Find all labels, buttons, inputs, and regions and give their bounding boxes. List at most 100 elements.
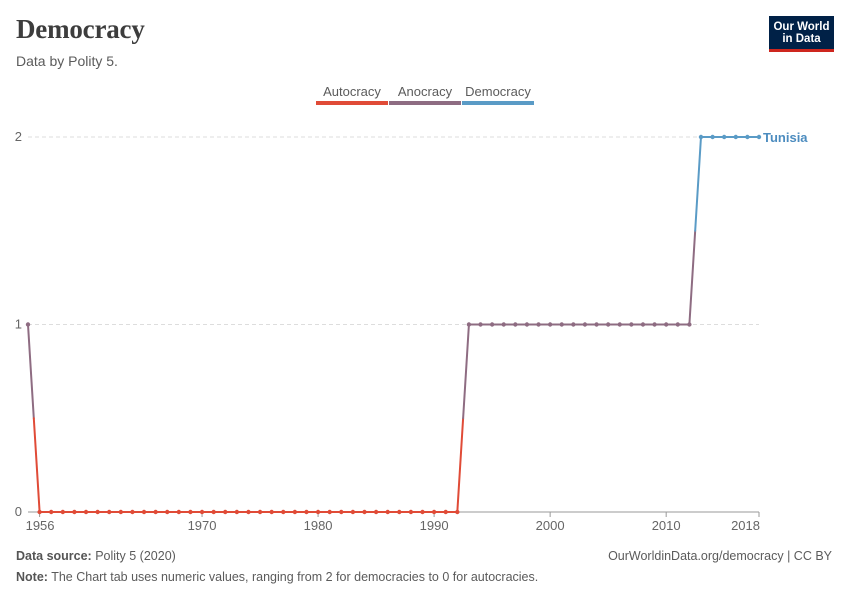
data-point-1988[interactable] (408, 509, 414, 515)
x-tick-2000: 2000 (536, 518, 565, 533)
data-source-label: Data source: (16, 549, 92, 563)
grid-lines (28, 136, 759, 325)
data-point-1963[interactable] (118, 509, 124, 515)
data-point-1975[interactable] (257, 509, 263, 515)
data-point-1996[interactable] (501, 322, 506, 327)
data-point-1956[interactable] (37, 509, 42, 515)
data-point-1976[interactable] (269, 509, 274, 515)
data-point-1973[interactable] (234, 509, 240, 515)
data-point-1984[interactable] (362, 509, 367, 515)
x-tick-2010: 2010 (652, 518, 681, 533)
data-point-1969[interactable] (188, 509, 193, 515)
data-point-2008[interactable] (640, 322, 646, 327)
note-text: The Chart tab uses numeric values, rangi… (51, 570, 539, 584)
data-point-1957[interactable] (49, 509, 54, 515)
data-point-2002[interactable] (571, 322, 576, 327)
y-axis: 0 1 2 (15, 129, 22, 519)
chart-note: Note: The Chart tab uses numeric values,… (16, 570, 538, 584)
data-point-1997[interactable] (513, 322, 518, 327)
data-point-1985[interactable] (373, 509, 379, 515)
data-point-2016[interactable] (733, 134, 738, 140)
data-point-1986[interactable] (385, 509, 390, 515)
data-point-2015[interactable] (721, 134, 727, 140)
legend-swatch-anocracy[interactable] (389, 101, 461, 105)
data-point-1993[interactable] (466, 322, 472, 327)
y-tick-1: 1 (15, 317, 22, 332)
data-point-1958[interactable] (60, 509, 66, 515)
data-point-1989[interactable] (420, 509, 425, 515)
series-segment (27, 323, 35, 420)
y-tick-2: 2 (15, 129, 22, 144)
data-point-2013[interactable] (698, 134, 704, 140)
data-point-2003[interactable] (582, 322, 588, 327)
data-point-1987[interactable] (397, 509, 402, 515)
logo-line-2: in Data (782, 33, 821, 45)
data-point-1955[interactable] (25, 322, 31, 327)
legend-label-autocracy[interactable]: Autocracy (323, 84, 381, 99)
legend-label-democracy[interactable]: Democracy (465, 84, 531, 99)
data-point-2014[interactable] (710, 134, 715, 140)
data-point-1999[interactable] (536, 322, 541, 327)
legend-swatch-autocracy[interactable] (316, 101, 388, 105)
x-axis: 1956 1970 1980 1990 2000 2010 2018 (26, 511, 760, 533)
data-point-1990[interactable] (431, 509, 437, 515)
data-point-2001[interactable] (559, 322, 564, 327)
data-point-1971[interactable] (211, 509, 216, 515)
series-segment (694, 136, 702, 232)
data-point-1992[interactable] (455, 509, 460, 515)
legend[interactable]: Autocracy Anocracy Democracy (316, 84, 534, 105)
legend-label-anocracy[interactable]: Anocracy (398, 84, 453, 99)
data-point-2005[interactable] (605, 322, 611, 327)
note-label: Note: (16, 570, 48, 584)
chart: Autocracy Anocracy Democracy 012 1956 1970 1… (15, 84, 809, 533)
data-point-1980[interactable] (315, 509, 321, 515)
data-point-2006[interactable] (617, 322, 622, 327)
data-point-1967[interactable] (165, 509, 170, 515)
data-point-1966[interactable] (153, 509, 158, 515)
data-point-1964[interactable] (130, 509, 135, 515)
data-point-2011[interactable] (675, 322, 680, 327)
x-tick-2018: 2018 (731, 518, 760, 533)
series-segment (456, 417, 465, 513)
series-segment (32, 417, 41, 513)
data-point-1965[interactable] (141, 509, 147, 515)
data-point-1981[interactable] (327, 509, 332, 515)
data-point-1982[interactable] (339, 509, 344, 515)
series-segment (462, 323, 470, 420)
data-point-2012[interactable] (687, 322, 692, 327)
data-point-2004[interactable] (594, 322, 599, 327)
x-tick-1990: 1990 (420, 518, 449, 533)
data-point-1959[interactable] (72, 509, 77, 515)
source-link[interactable]: OurWorldinData.org/democracy | CC BY (608, 549, 832, 563)
data-point-1970[interactable] (199, 509, 205, 515)
data-point-1968[interactable] (176, 509, 182, 515)
data-source: Data source: Polity 5 (2020) (16, 549, 176, 563)
series-segment (688, 229, 697, 326)
data-point-1979[interactable] (304, 509, 309, 515)
data-point-1995[interactable] (489, 322, 495, 327)
data-point-1983[interactable] (350, 509, 356, 515)
data-point-1972[interactable] (223, 509, 228, 515)
x-tick-1980: 1980 (304, 518, 333, 533)
owid-logo[interactable]: Our World in Data (769, 16, 834, 52)
data-point-2007[interactable] (629, 322, 634, 327)
data-point-2017[interactable] (745, 134, 750, 140)
data-point-2010[interactable] (663, 322, 669, 327)
data-point-1974[interactable] (246, 509, 251, 515)
data-point-1961[interactable] (95, 509, 100, 515)
data-point-1998[interactable] (524, 322, 530, 327)
y-tick-0: 0 (15, 504, 22, 519)
data-point-1962[interactable] (107, 509, 112, 515)
data-point-2000[interactable] (547, 322, 553, 327)
data-source-value[interactable]: Polity 5 (2020) (95, 549, 176, 563)
data-point-1977[interactable] (281, 509, 286, 515)
data-point-1978[interactable] (292, 509, 298, 515)
data-point-2009[interactable] (652, 322, 657, 327)
series-label-tunisia[interactable]: Tunisia (763, 130, 808, 145)
series-points (25, 134, 762, 515)
data-point-1960[interactable] (83, 509, 89, 515)
data-point-2018[interactable] (756, 134, 762, 140)
data-point-1991[interactable] (443, 509, 448, 515)
legend-swatch-democracy[interactable] (462, 101, 534, 105)
data-point-1994[interactable] (478, 322, 483, 327)
